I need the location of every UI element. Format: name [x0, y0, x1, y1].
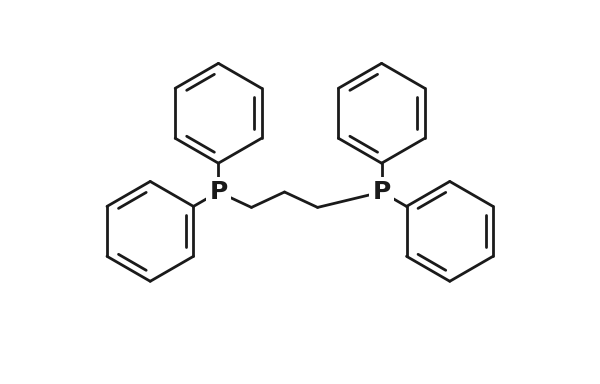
Text: P: P	[209, 180, 227, 204]
Text: P: P	[373, 180, 391, 204]
